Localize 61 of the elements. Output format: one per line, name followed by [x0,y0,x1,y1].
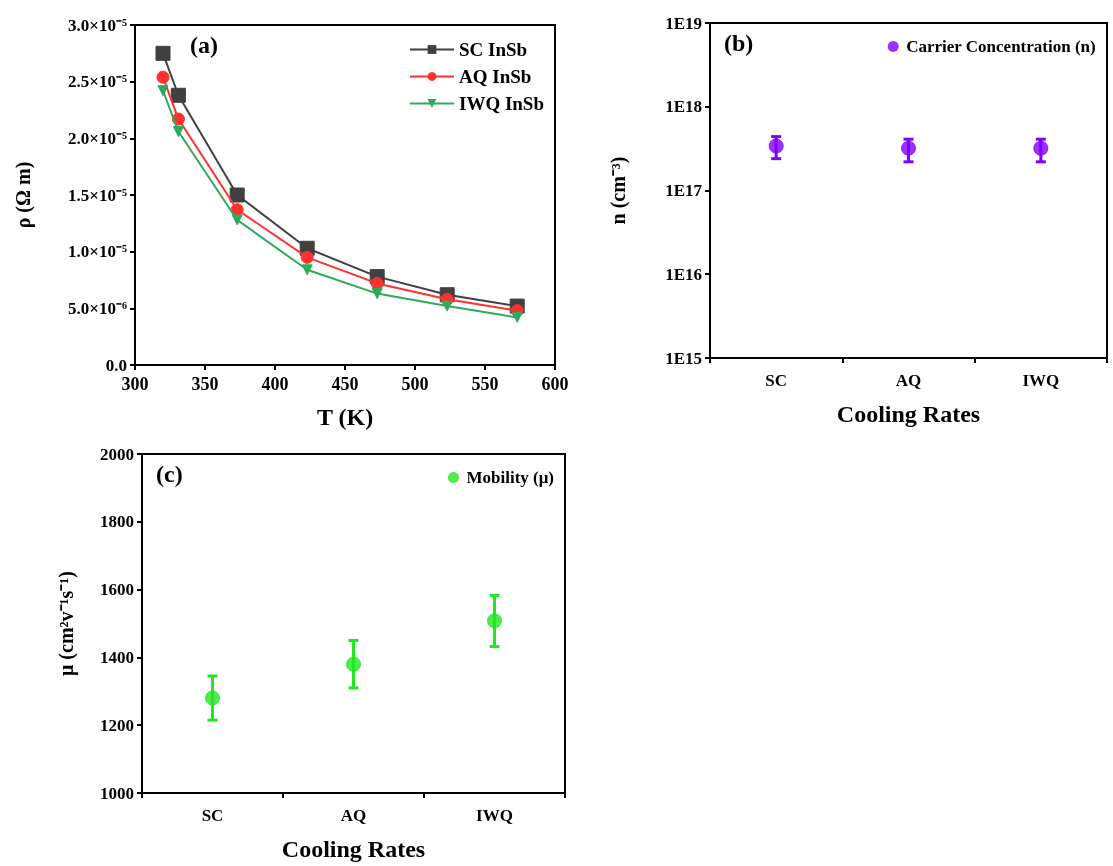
legend-label: AQ InSb [458,66,532,87]
y-tick-label: 0.0 [105,355,127,375]
y-tick-label: 1E16 [665,264,702,284]
x-axis-title: Cooling Rates [836,401,981,427]
y-tick-label: 2.5×10⁻⁵ [67,72,127,92]
x-tick-label: 300 [121,374,149,394]
x-tick-label: IWQ [1022,371,1060,390]
point [156,70,170,84]
point [346,656,361,672]
legend-label: IWQ InSb [458,93,545,114]
y-tick-label: 2000 [100,444,134,464]
point [301,264,313,276]
point [371,288,383,300]
y-axis-title: ρ (Ω m) [12,161,35,229]
point [157,85,169,97]
x-tick-label: 450 [331,374,359,394]
x-tick-label: IWQ [476,806,513,825]
x-tick-label: 550 [471,374,499,394]
y-axis-title: μ (cm²v⁻¹s⁻¹) [55,571,78,676]
x-tick-label: 500 [401,374,429,394]
y-tick-label: 1800 [100,512,134,532]
y-tick-label: 1E17 [665,181,703,200]
point [170,87,186,103]
y-tick-label: 1.0×10⁻⁵ [67,242,127,262]
x-tick-label: 350 [191,374,219,394]
y-tick-label: 1000 [100,783,134,803]
y-tick-label: 3.0×10⁻⁵ [67,15,127,35]
point [172,126,184,138]
annotation: (c) [156,461,183,487]
y-tick-label: 1200 [100,715,134,735]
y-tick-label: 1E15 [665,348,702,368]
y-axis-title: n (cm⁻³) [607,156,630,225]
legend-label: Mobility (μ) [466,468,555,487]
point [441,300,453,312]
point [487,613,502,629]
y-tick-label: 1600 [100,580,134,600]
x-tick-label: AQ [340,806,367,825]
point [229,187,245,203]
annotation: (b) [724,30,754,56]
point [205,690,220,706]
annotation: (a) [190,32,218,58]
x-axis-title: T (K) [316,404,374,430]
x-tick-label: 600 [541,374,569,394]
point [300,250,314,264]
x-axis-title: Cooling Rates [281,836,426,862]
y-tick-label: 2.0×10⁻⁵ [67,128,127,148]
legend-label: Carrier Concentration (n) [906,37,1096,56]
point [370,276,384,290]
point [231,214,243,226]
x-tick-label: AQ [895,371,922,390]
x-tick-label: SC [201,806,224,825]
x-tick-label: SC [765,371,788,390]
y-tick-label: 1E19 [665,13,702,33]
y-tick-label: 1.5×10⁻⁵ [67,185,127,205]
point [511,311,523,323]
point [155,45,171,61]
y-tick-label: 1E18 [665,97,702,117]
legend-label: SC InSb [458,39,528,60]
x-tick-label: 400 [261,374,289,394]
y-tick-label: 1400 [100,647,134,667]
y-tick-label: 5.0×10⁻⁶ [67,298,127,318]
